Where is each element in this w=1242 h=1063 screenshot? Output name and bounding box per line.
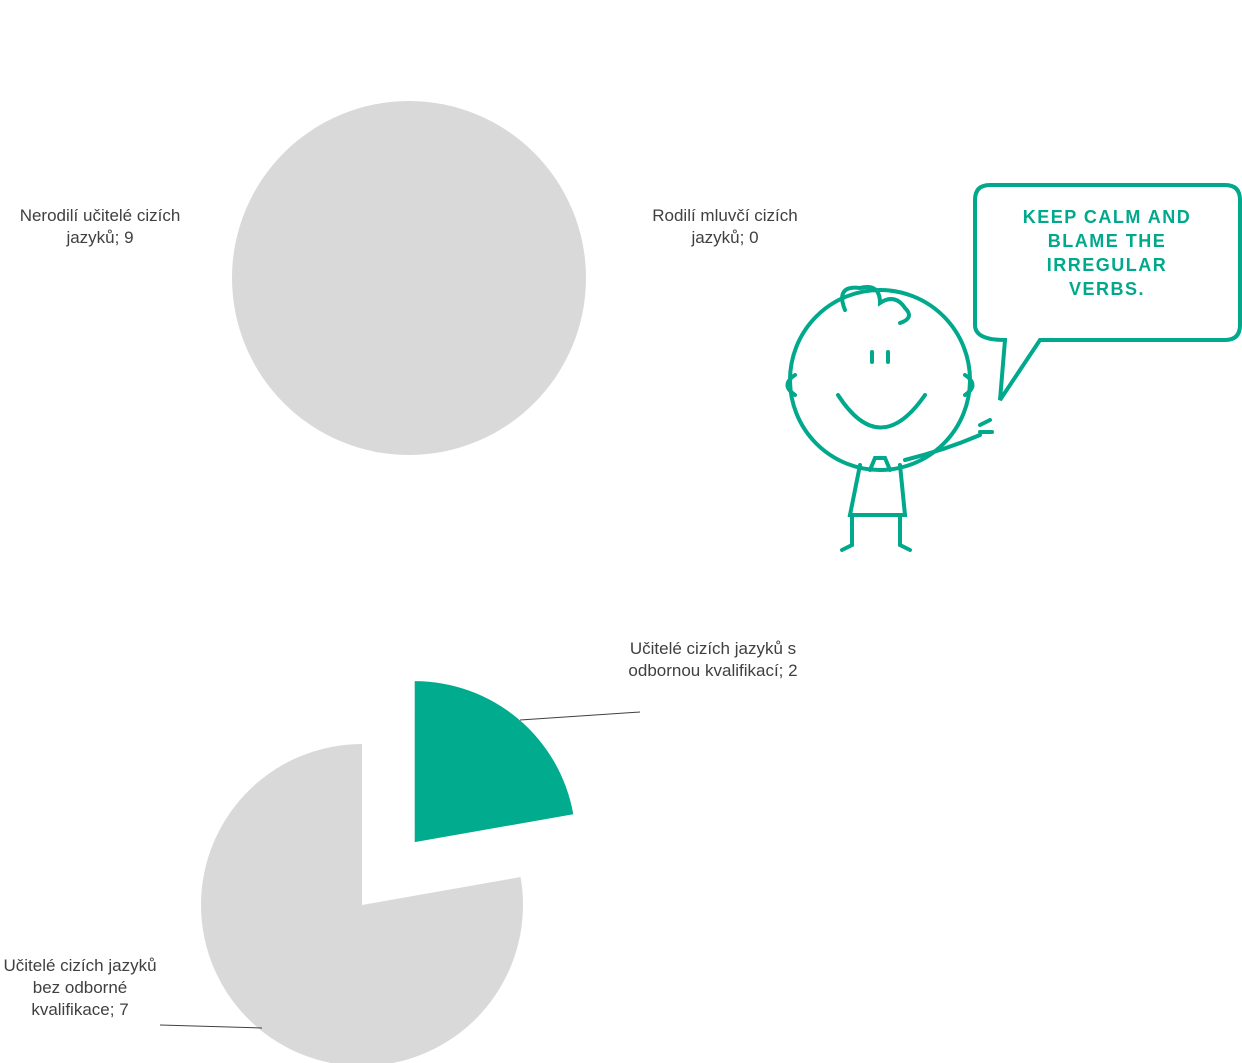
data-label: Učitelé cizích jazyků bez odborné kvalif…	[3, 956, 157, 1019]
data-label: Učitelé cizích jazyků s odbornou kvalifi…	[628, 639, 798, 680]
cartoon	[785, 183, 1242, 552]
speech-text: KEEP CALM AND BLAME THE IRREGULAR VERBS.	[1023, 205, 1192, 301]
pie-slice	[201, 744, 523, 1063]
pie-slice	[232, 101, 586, 455]
speech-bubble	[973, 183, 1242, 402]
eyes	[870, 350, 890, 364]
speech-line: VERBS.	[1068, 279, 1146, 299]
leader-line	[519, 711, 641, 721]
data-label: Nerodilí učitelé cizích jazyků; 9	[19, 206, 181, 247]
body	[847, 456, 908, 517]
head	[788, 288, 972, 472]
limbs	[840, 418, 994, 552]
smile	[836, 393, 927, 430]
speech-line: KEEP CALM AND	[1022, 207, 1192, 227]
data-label: Rodilí mluvčí cizích jazyků; 0	[652, 206, 798, 247]
pie-slice	[414, 681, 574, 843]
leader-line	[159, 1024, 263, 1029]
hair	[840, 285, 911, 325]
ears	[785, 373, 975, 397]
speech-line: BLAME THE	[1047, 231, 1167, 251]
speech-line: IRREGULAR	[1046, 255, 1168, 275]
